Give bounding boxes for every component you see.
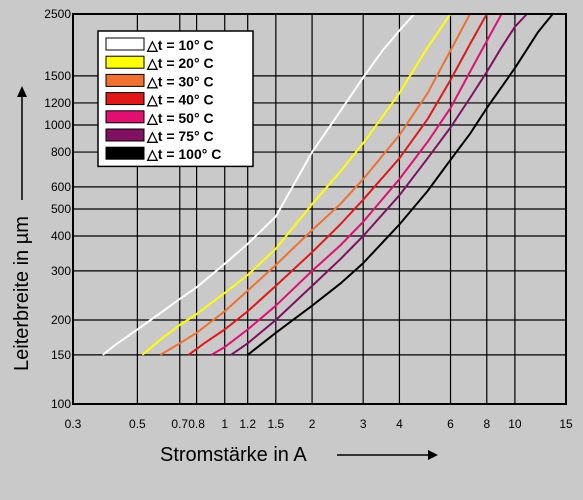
legend-label: △t = 50° C	[146, 110, 214, 126]
legend-swatch	[105, 92, 145, 106]
y-tick-label: 300	[51, 264, 71, 278]
legend-swatch	[105, 128, 145, 142]
series-line	[141, 13, 452, 356]
y-axis-arrow	[17, 86, 27, 200]
series-line	[247, 13, 554, 356]
x-axis-arrow	[337, 450, 438, 460]
x-tick-label: 15	[559, 417, 573, 431]
series-line	[102, 13, 416, 356]
x-tick-label: 3	[360, 417, 367, 431]
y-tick-label: 500	[51, 202, 71, 216]
legend: △t = 10° C △t = 20° C △t = 30° C △t = 40° C…	[97, 30, 254, 168]
x-tick-label: 1.2	[239, 417, 256, 431]
y-tick-label: 600	[51, 180, 71, 194]
x-tick-label: 0.8	[188, 417, 205, 431]
x-axis-title: Stromstärke in A	[160, 444, 307, 466]
x-tick-label: 0.5	[129, 417, 146, 431]
series-line	[230, 13, 528, 356]
series-line	[159, 13, 471, 356]
y-tick-label: 1500	[44, 69, 71, 83]
legend-label: △t = 10° C	[146, 37, 214, 53]
x-tick-label: 2	[309, 417, 316, 431]
plot-frame	[72, 13, 567, 405]
x-tick-label: 8	[483, 417, 490, 431]
y-tick-labels: 100 150 200 300 400 500 600 800 1000 1200 1500 2500	[44, 7, 71, 411]
series-layer	[102, 13, 554, 356]
x-tick-label: 6	[447, 417, 454, 431]
x-tick-label: 1	[221, 417, 228, 431]
y-tick-label: 100	[51, 397, 71, 411]
legend-label: △t = 100° C	[146, 146, 221, 162]
legend-label: △t = 30° C	[146, 73, 214, 89]
x-tick-label: 0.7	[171, 417, 188, 431]
series-line	[187, 13, 488, 356]
legend-swatch	[105, 110, 145, 124]
x-tick-labels: 0.3 0.5 0.7 0.8 1 1.2 1.5 2 3 4 6 8 10 15	[65, 417, 573, 431]
y-tick-label: 1200	[44, 96, 71, 110]
legend-swatch	[105, 37, 145, 51]
legend-label: △t = 40° C	[146, 92, 214, 108]
y-tick-label: 400	[51, 229, 71, 243]
legend-swatch	[105, 55, 145, 69]
legend-swatch	[105, 73, 145, 87]
x-tick-label: 1.5	[267, 417, 284, 431]
y-tick-label: 150	[51, 348, 71, 362]
x-tick-label: 4	[396, 417, 403, 431]
x-tick-label: 10	[508, 417, 522, 431]
legend-label: △t = 75° C	[146, 128, 214, 144]
y-tick-label: 1000	[44, 118, 71, 132]
series-line	[210, 13, 503, 356]
y-tick-label: 800	[51, 145, 71, 159]
legend-swatch	[105, 146, 145, 160]
x-tick-label: 0.3	[65, 417, 82, 431]
y-tick-label: 2500	[44, 7, 71, 21]
y-tick-label: 200	[51, 313, 71, 327]
legend-label: △t = 20° C	[146, 55, 214, 71]
y-axis-title: Leiterbreite in µm	[11, 216, 33, 371]
